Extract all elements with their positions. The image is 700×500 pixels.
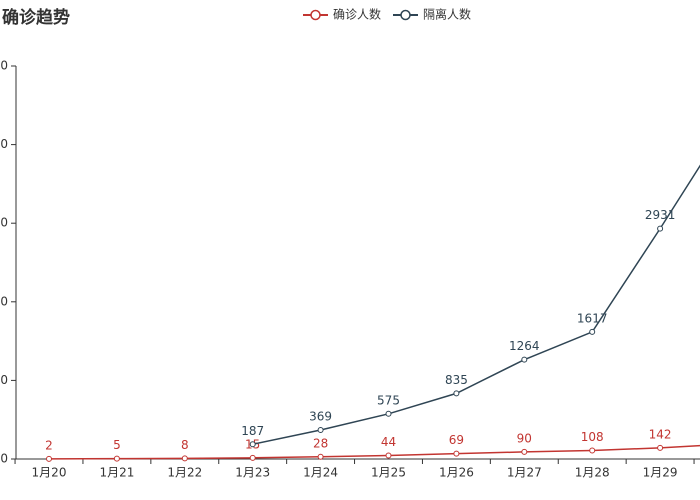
series-line [48, 444, 700, 460]
point [453, 390, 460, 397]
value-label: 2 [45, 438, 53, 452]
point [521, 448, 528, 455]
chart-title: 确诊趋势 [2, 7, 70, 28]
point [521, 356, 528, 363]
x-tick-label: 1月21 [99, 466, 134, 480]
point [589, 447, 596, 454]
legend-label: 隔离人数 [423, 7, 471, 22]
point [657, 444, 664, 451]
y-tick-label: 5000 [0, 59, 8, 73]
x-tick-label: 1月20 [32, 466, 67, 480]
point [453, 450, 460, 457]
x-tick-label: 1月27 [507, 466, 542, 480]
x-tick-label: 1月23 [235, 466, 270, 480]
x-tick-label: 1月25 [371, 466, 406, 480]
point [589, 328, 596, 335]
x-tick-label: 1月24 [303, 466, 338, 480]
y-tick-label: 0 [0, 452, 8, 466]
x-tick-label: 1月29 [643, 466, 678, 480]
value-label: 8 [181, 438, 189, 452]
point [249, 441, 256, 448]
value-label: 44 [381, 435, 396, 449]
point [46, 455, 52, 462]
legend-marker [400, 9, 411, 21]
point [317, 453, 324, 460]
x-tick-label: 1月22 [167, 466, 202, 480]
legend-label: 确诊人数 [333, 7, 381, 22]
x-tick-label: 1月26 [439, 466, 474, 480]
value-label: 575 [377, 393, 400, 407]
point [657, 225, 664, 232]
value-label: 369 [309, 409, 332, 423]
point [113, 455, 120, 462]
point [317, 426, 324, 433]
value-label: 69 [449, 433, 464, 447]
point [249, 454, 256, 461]
value-label: 5 [113, 438, 121, 452]
value-label: 187 [241, 424, 264, 438]
x-tick-label: 1月28 [575, 466, 610, 480]
series-line [252, 164, 700, 446]
value-label: 108 [581, 430, 604, 444]
y-tick-label: 4000 [0, 137, 8, 151]
y-tick-label: 3000 [0, 216, 8, 230]
value-label: 2931 [645, 208, 676, 222]
legend-marker [310, 9, 321, 21]
value-label: 835 [445, 373, 468, 387]
value-label: 28 [313, 436, 328, 450]
value-label: 142 [649, 427, 672, 441]
point [385, 452, 392, 459]
point [181, 455, 188, 462]
value-label: 90 [517, 431, 532, 445]
y-tick-label: 2000 [0, 294, 8, 308]
y-tick-label: 1000 [0, 373, 8, 387]
point [385, 410, 392, 417]
value-label: 1264 [509, 339, 540, 353]
value-label: 1617 [577, 311, 608, 325]
